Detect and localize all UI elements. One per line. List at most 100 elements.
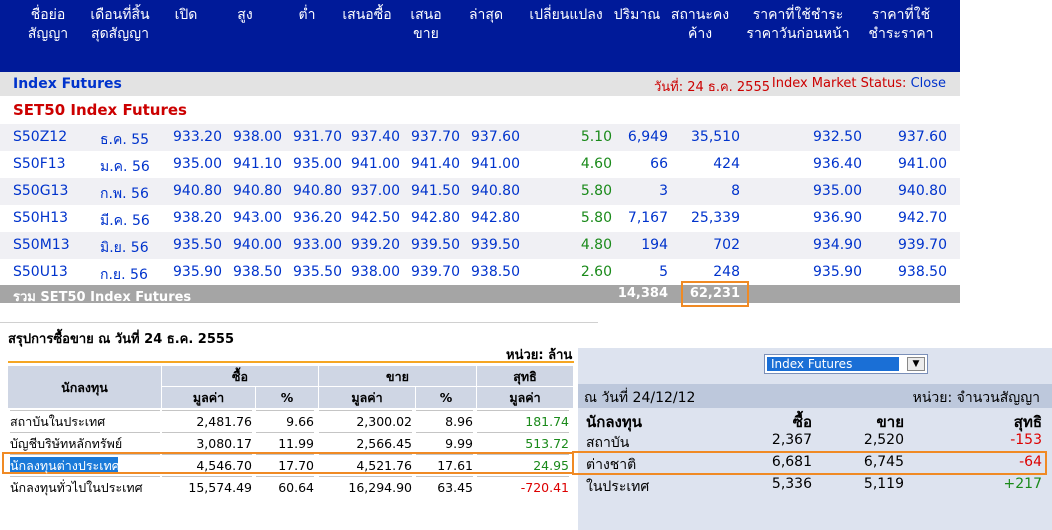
market-status-label: Index Market Status: [771,76,907,91]
investor-contracts-panel [578,348,1052,530]
cell-high: 938.50 [233,264,282,280]
cell-offer: 939.50 [411,237,460,253]
futures-row[interactable]: S50M13 มิ.ย. 56 935.50 940.00 933.00 939.20 93… [0,232,960,259]
market-status: Index Market Status: Close [772,76,946,91]
panel-date: ณ วันที่ 24/12/12 [584,390,696,406]
h-buy: ซื้อ [162,366,319,387]
cell-symbol[interactable]: S50Z12 [13,129,68,145]
summary-net: 24.95 [477,454,569,476]
col-bid: เสนอซื้อ [342,7,392,23]
panel-sell: 2,520 [863,432,904,448]
cell-bid: 937.00 [351,183,400,199]
divider [0,322,598,323]
col-open-interest: สถานะคง ค้าง [670,7,730,42]
cell-low: 935.50 [293,264,342,280]
cell-symbol[interactable]: S50F13 [13,156,66,172]
futures-row[interactable]: S50H13 มี.ค. 56 938.20 943.00 936.20 942.50 94… [0,205,960,232]
panel-column-headers: นักลงทุน ซื้อ ขาย สุทธิ [578,409,1052,431]
cell-volume: 5 [659,264,668,280]
cell-oi: 424 [713,156,740,172]
cell-offer: 939.70 [411,264,460,280]
total-row: รวม SET50 Index Futures 14,384 62,231 [0,285,960,305]
summary-name: นักลงทุนทั่วไปในประเทศ [10,476,160,498]
cell-change: 5.80 [580,183,612,199]
summary-name: นักลงทุนต่างประเทศ [10,454,160,476]
col-prev-settle: ราคาที่ใช้ชำระ ราคาวันก่อนหน้า [746,7,850,42]
panel-unit: หน่วย: จำนวนสัญญา [912,390,1040,406]
report-date: วันที่: 24 ธ.ค. 2555 [653,80,770,95]
summary-net: 181.74 [477,410,569,432]
summary-buy: 2,481.76 [162,410,252,432]
col-volume: ปริมาณ [613,7,661,23]
market-status-value: Close [910,76,946,91]
col-open: เปิด [174,7,198,23]
cell-open: 935.00 [173,156,222,172]
col-symbol: ชื่อย่อ สัญญา [27,7,69,42]
cell-offer: 937.70 [411,129,460,145]
highlight-foreign-contracts [572,451,1047,475]
cell-offer: 941.50 [411,183,460,199]
cell-last: 937.60 [471,129,520,145]
cell-open: 938.20 [173,210,222,226]
cell-symbol[interactable]: S50M13 [13,237,70,253]
cell-prev_settle: 935.90 [813,264,862,280]
cell-month: ธ.ค. 55 [100,132,150,148]
panel-net: -153 [1010,432,1042,448]
h-sell-pct: % [416,387,477,409]
cell-settle: 937.60 [898,129,947,145]
futures-row[interactable]: S50U13 ก.ย. 56 935.90 938.50 935.50 938.00 939… [0,259,960,286]
panel-h-sell: ขาย [876,413,904,431]
summary-name: สถาบันในประเทศ [10,410,160,432]
futures-table-header: ชื่อย่อ สัญญา เดือนที่สิ้น สุดสัญญา เปิด… [0,0,960,72]
cell-volume: 194 [641,237,668,253]
panel-buy: 6,681 [771,454,812,470]
cell-oi: 248 [713,264,740,280]
panel-buy: 5,336 [771,476,812,492]
summary-buy_pct: 17.70 [256,454,314,476]
cell-bid: 938.00 [351,264,400,280]
h-net: สุทธิ [477,366,574,387]
total-volume: 14,384 [617,286,668,301]
summary-sell_pct: 8.96 [416,410,473,432]
cell-month: มิ.ย. 56 [100,240,149,256]
cell-high: 940.00 [233,237,282,253]
futures-row[interactable]: S50G13 ก.พ. 56 940.80 940.80 940.80 937.00 941… [0,178,960,205]
cell-high: 943.00 [233,210,282,226]
cell-prev_settle: 936.40 [813,156,862,172]
cell-symbol[interactable]: S50H13 [13,210,69,226]
summary-sell: 2,566.45 [319,432,412,454]
highlight-open-interest [681,281,749,307]
cell-oi: 702 [713,237,740,253]
market-select[interactable]: Index Futures ▼ [764,354,928,374]
cell-change: 4.60 [580,156,612,172]
cell-settle: 940.80 [898,183,947,199]
cell-month: ม.ค. 56 [100,159,150,175]
summary-sell: 16,294.90 [319,476,412,498]
cell-low: 931.70 [293,129,342,145]
cell-change: 2.60 [580,264,612,280]
panel-buy: 2,367 [771,432,812,448]
summary-buy_pct: 9.66 [256,410,314,432]
panel-h-buy: ซื้อ [792,413,812,431]
cell-bid: 942.50 [351,210,400,226]
cell-bid: 941.00 [351,156,400,172]
cell-symbol[interactable]: S50G13 [13,183,69,199]
col-expiry: เดือนที่สิ้น สุดสัญญา [90,7,150,42]
futures-row[interactable]: S50F13 ม.ค. 56 935.00 941.10 935.00 941.00 941… [0,151,960,178]
total-open-interest: 62,231 [689,286,740,301]
col-high: สูง [237,7,253,23]
panel-sell: 5,119 [863,476,904,492]
summary-sell_pct: 9.99 [416,432,473,454]
cell-high: 938.00 [233,129,282,145]
total-label: รวม SET50 Index Futures [13,290,192,305]
cell-high: 940.80 [233,183,282,199]
cell-last: 939.50 [471,237,520,253]
h-sell-value: มูลค่า [319,387,416,409]
investor-summary-table: นักลงทุน ซื้อ ขาย สุทธิ มูลค่า % มูลค่า … [8,366,574,497]
futures-row[interactable]: S50Z12 ธ.ค. 55 933.20 938.00 931.70 937.40 937… [0,124,960,151]
col-settle: ราคาที่ใช้ ชำระราคา [868,7,934,42]
cell-symbol[interactable]: S50U13 [13,264,68,280]
chevron-down-icon[interactable]: ▼ [907,357,925,371]
panel-h-investor: นักลงทุน [586,413,642,431]
cell-low: 936.20 [293,210,342,226]
